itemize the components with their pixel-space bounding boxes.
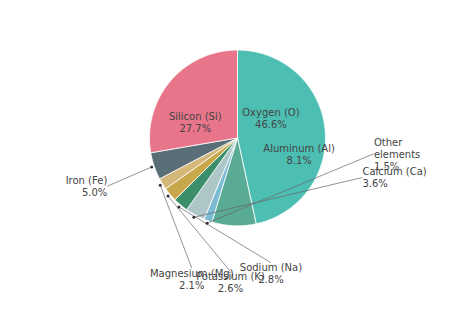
svg-text:Magnesium (Mg)2.1%: Magnesium (Mg)2.1%: [150, 268, 234, 291]
svg-text:Silicon (Si)27.7%: Silicon (Si)27.7%: [169, 111, 222, 134]
svg-text:Oxygen (O)46.6%: Oxygen (O)46.6%: [242, 107, 299, 130]
svg-text:Aluminum (Al)8.1%: Aluminum (Al)8.1%: [263, 143, 335, 166]
svg-text:Calcium (Ca)3.6%: Calcium (Ca)3.6%: [362, 166, 426, 189]
svg-text:Iron (Fe)5.0%: Iron (Fe)5.0%: [66, 175, 108, 198]
